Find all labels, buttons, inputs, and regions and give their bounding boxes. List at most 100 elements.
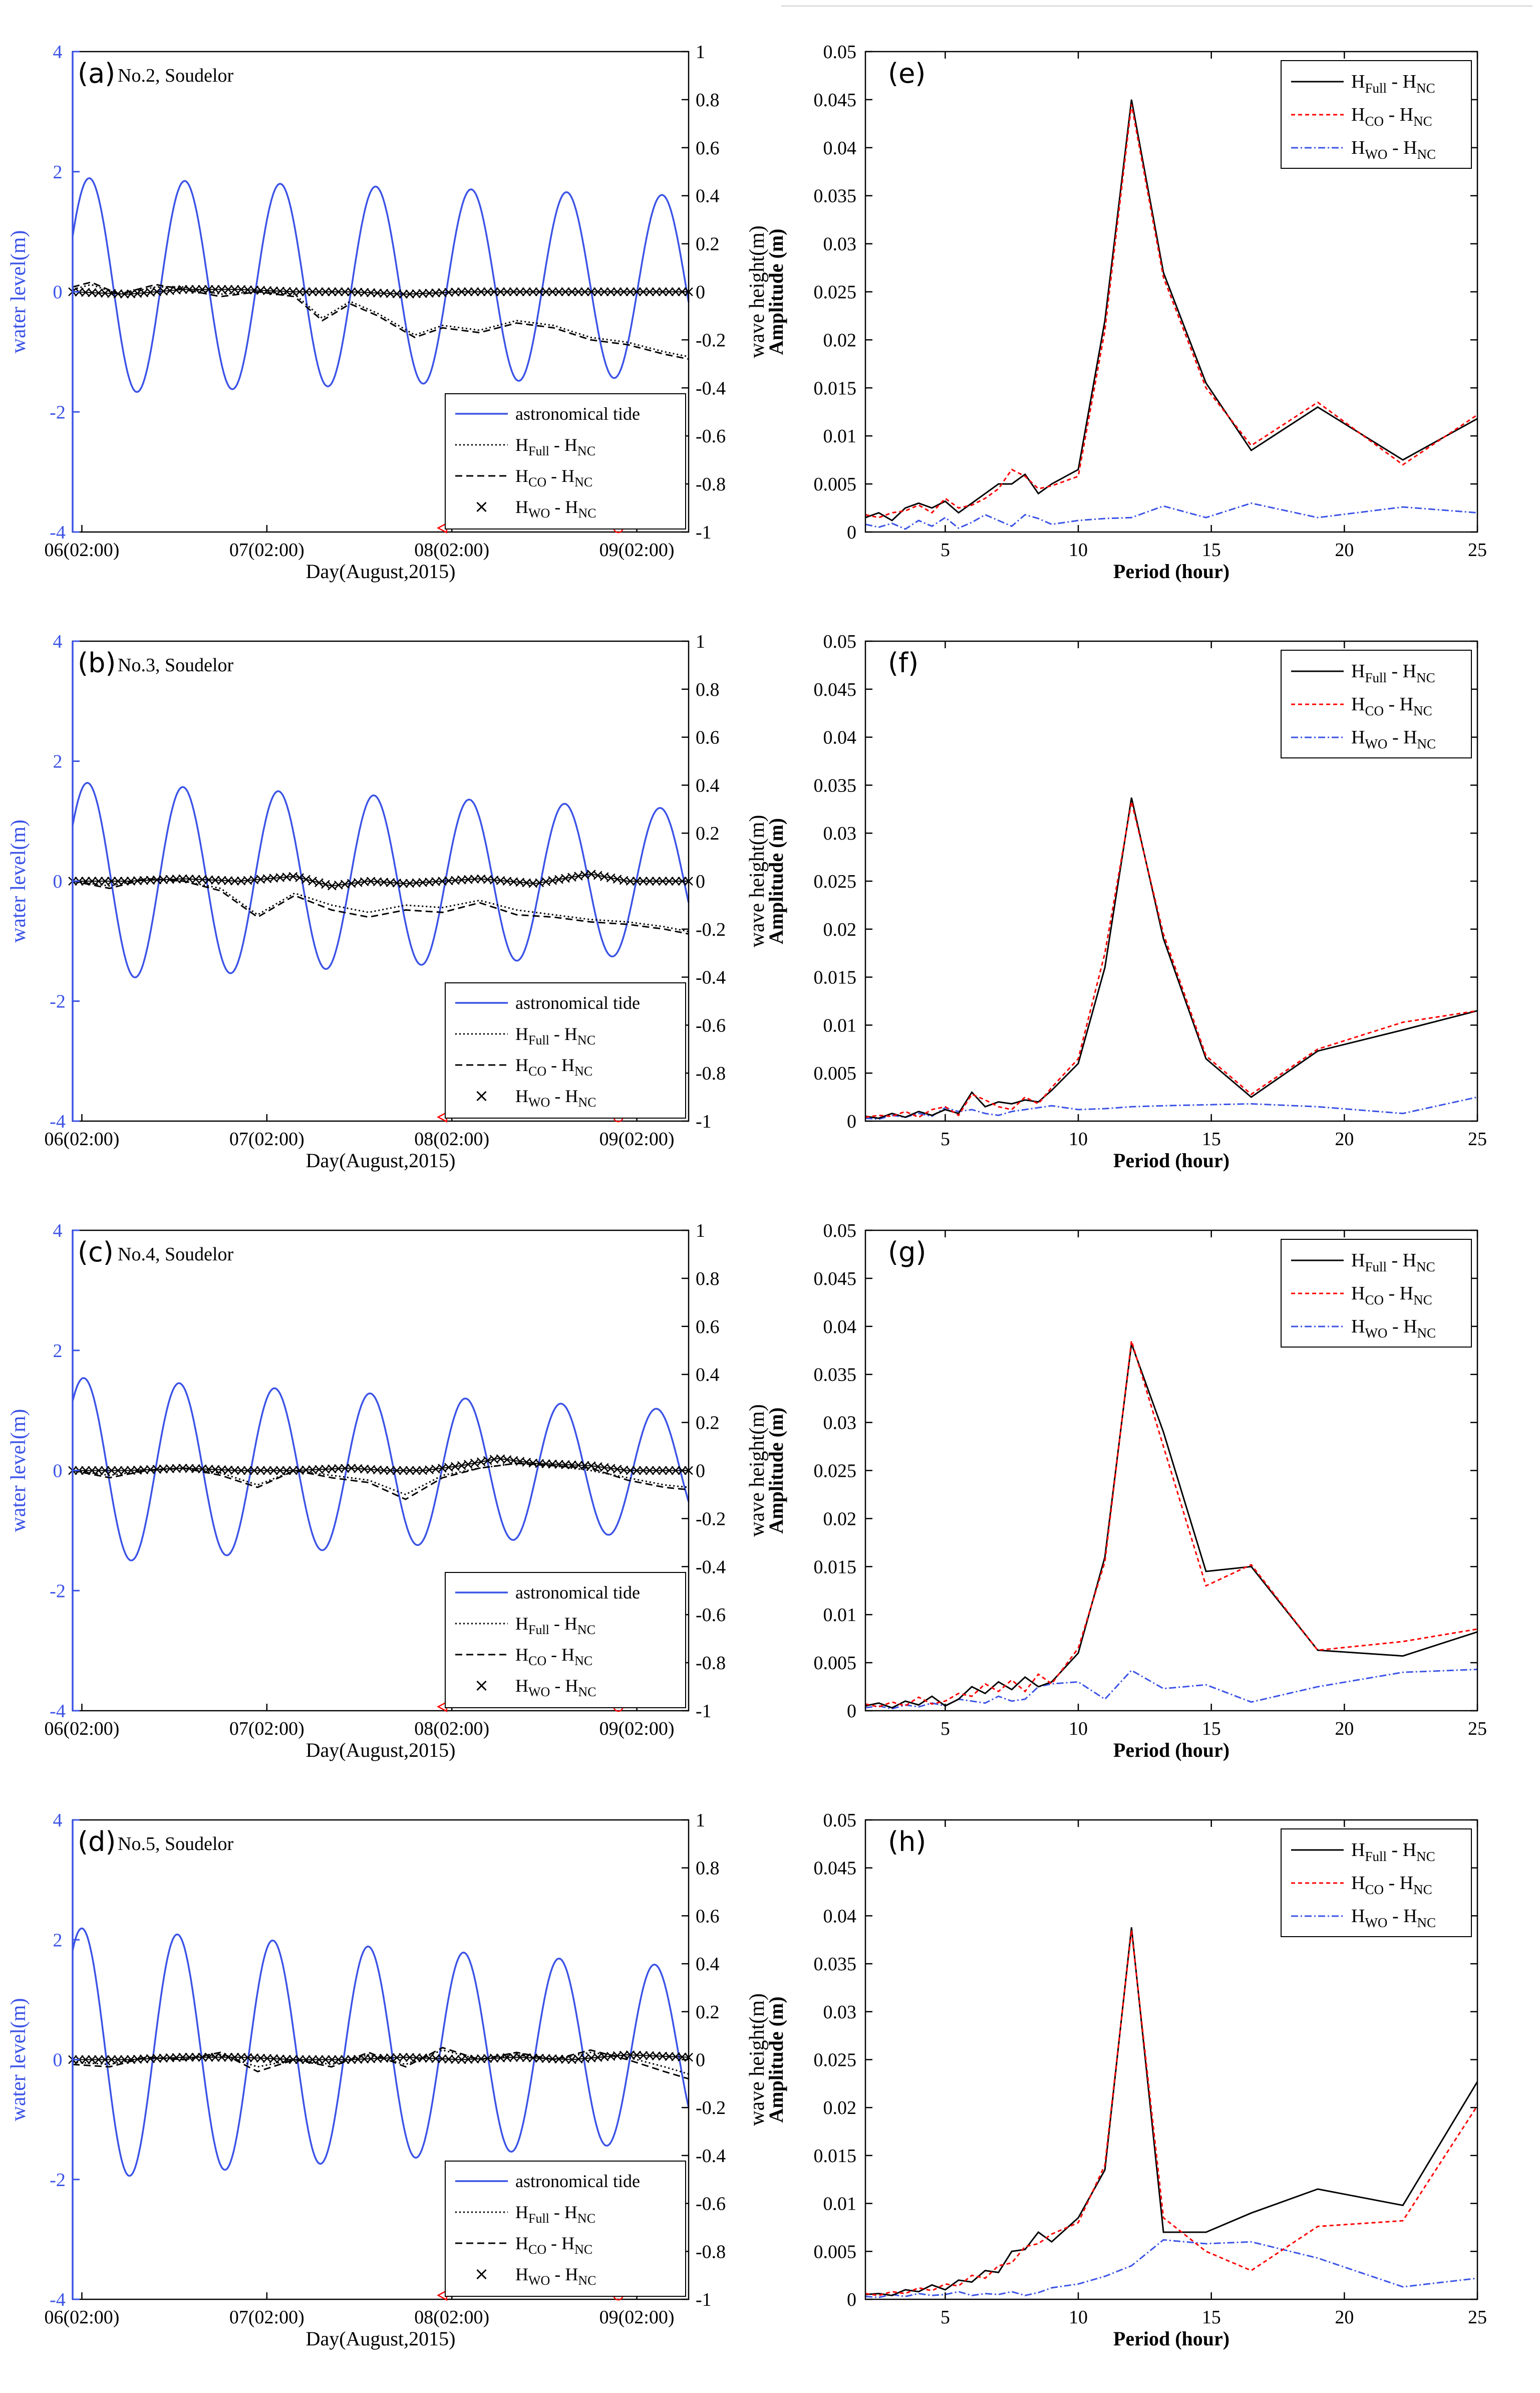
right-tick-label: 1	[696, 1220, 705, 1241]
right-tick-label: -0.4	[696, 2146, 726, 2167]
y-tick-label: 0.005	[814, 1063, 857, 1084]
right-axis-label: wave height(m)	[746, 1993, 769, 2126]
wo-marker	[652, 2051, 661, 2061]
wo-marker	[599, 287, 609, 297]
y-tick-label: 0.025	[814, 282, 857, 303]
wo-marker	[619, 287, 629, 297]
legend-label-part: - H	[1387, 1906, 1417, 1927]
legend-label-part: CO	[1365, 703, 1384, 718]
legend-label: astronomical tide	[515, 2171, 640, 2191]
x-tick-label: 06(02:00)	[45, 540, 120, 561]
legend-label-part: CO	[1365, 1292, 1384, 1307]
wo-marker	[509, 2053, 518, 2062]
legend-label: HCO - HNC	[1351, 104, 1432, 129]
x-tick-label: 10	[1069, 1129, 1088, 1150]
legend-label-part: H	[1351, 1250, 1365, 1271]
legend-label-part: CO	[528, 2242, 546, 2257]
full-line	[865, 1927, 1478, 2296]
legend-label-part: NC	[577, 1033, 595, 1047]
right-tick-label: 0.6	[696, 138, 720, 159]
panel-label: (f)	[888, 647, 918, 679]
wo-marker	[210, 285, 220, 294]
wo-marker	[100, 2055, 110, 2064]
legend-label: astronomical tide	[515, 993, 640, 1013]
left-tick-label: -2	[50, 1580, 66, 1602]
x-tick-label: 08(02:00)	[414, 1129, 489, 1150]
left-tick-label: -2	[50, 402, 66, 423]
wo-marker	[120, 1466, 129, 1475]
wo-marker	[671, 287, 680, 297]
legend-label-part: WO	[528, 2273, 550, 2288]
legend-label-part: - H	[546, 1645, 574, 1665]
chart-b: -4 -2 0 2 4 -1 -0.8 -0.6 -0.4 -0.2 0 0.2 0.4 0.6 0.8 1 0…	[7, 631, 769, 1172]
panel-label: (a)	[78, 58, 115, 89]
legend-label-part: Full	[1365, 670, 1387, 685]
legend-label: HWO - HNC	[515, 497, 596, 520]
wo-marker	[295, 287, 304, 297]
wo-marker	[658, 877, 668, 886]
co-line	[72, 281, 689, 360]
wo-marker	[645, 287, 655, 297]
legend-label-part: H	[515, 466, 528, 486]
chart-d: -4 -2 0 2 4 -1 -0.8 -0.6 -0.4 -0.2 0 0.2 0.4 0.6 0.8 1 0…	[7, 1810, 769, 2350]
legend-swatch-wo	[476, 501, 487, 512]
co-line	[865, 1341, 1478, 1708]
wo-marker	[223, 285, 233, 294]
wo-marker	[528, 287, 538, 297]
wo-marker	[120, 2055, 129, 2064]
panel-title: No.4, Soudelor	[118, 1244, 234, 1265]
wo-marker	[113, 2055, 123, 2064]
wo-marker	[379, 1466, 389, 1475]
y-tick-label: 0.05	[823, 42, 857, 63]
y-tick-label: 0	[847, 1701, 856, 1722]
right-tick-label: 0.4	[696, 1954, 720, 1975]
x-tick-label: 20	[1335, 1718, 1354, 1739]
wo-marker	[204, 2052, 213, 2062]
wo-marker	[185, 285, 194, 294]
y-tick-label: 0.01	[823, 1015, 857, 1036]
y-tick-label: 0.03	[823, 823, 857, 844]
wo-marker	[308, 287, 317, 297]
y-tick-label: 0.04	[823, 1906, 857, 1927]
y-tick-label: 0.01	[823, 2194, 857, 2215]
legend-label-part: H	[515, 1086, 528, 1106]
panel-label: (d)	[78, 1826, 116, 1857]
wo-marker	[301, 875, 311, 884]
wo-marker	[626, 877, 635, 886]
x-tick-label: 07(02:00)	[229, 1129, 304, 1150]
left-tick-label: -2	[50, 2170, 66, 2191]
wo-marker	[632, 1466, 642, 1475]
y-tick-label: 0.02	[823, 2097, 857, 2118]
y-tick-label: 0.035	[814, 1365, 857, 1386]
x-tick-label: 06(02:00)	[45, 1129, 120, 1150]
y-tick-label: 0.01	[823, 1605, 857, 1626]
wo-marker	[315, 287, 324, 297]
co-line	[865, 1930, 1478, 2296]
wo-marker	[626, 2050, 635, 2060]
right-tick-label: -0.8	[696, 474, 726, 495]
legend-label-part: H	[515, 2264, 528, 2284]
legend-label-part: H	[1351, 1873, 1365, 1894]
legend-label-part: NC	[578, 1685, 596, 1699]
right-tick-label: -0.4	[696, 967, 726, 988]
wo-marker	[178, 2052, 187, 2062]
legend-label-part: H	[1351, 104, 1365, 125]
legend-label-part: CO	[1365, 1882, 1384, 1897]
wo-marker	[632, 287, 642, 297]
legend-label: HCO - HNC	[1351, 694, 1432, 718]
x-tick-label: 08(02:00)	[414, 540, 489, 561]
right-tick-label: 0.2	[696, 234, 720, 255]
wo-marker	[626, 287, 635, 297]
legend-label-part: CO	[1365, 114, 1384, 129]
wo-marker	[178, 874, 187, 884]
y-tick-label: 0.035	[814, 1954, 857, 1975]
legend-label-part: Full	[528, 1033, 549, 1047]
wo-marker	[81, 877, 90, 886]
legend-label-part: - H	[546, 2233, 574, 2253]
legend-label-part: - H	[1387, 1839, 1416, 1860]
legend-label-part: NC	[1416, 1849, 1435, 1864]
wo-marker	[288, 2055, 298, 2064]
